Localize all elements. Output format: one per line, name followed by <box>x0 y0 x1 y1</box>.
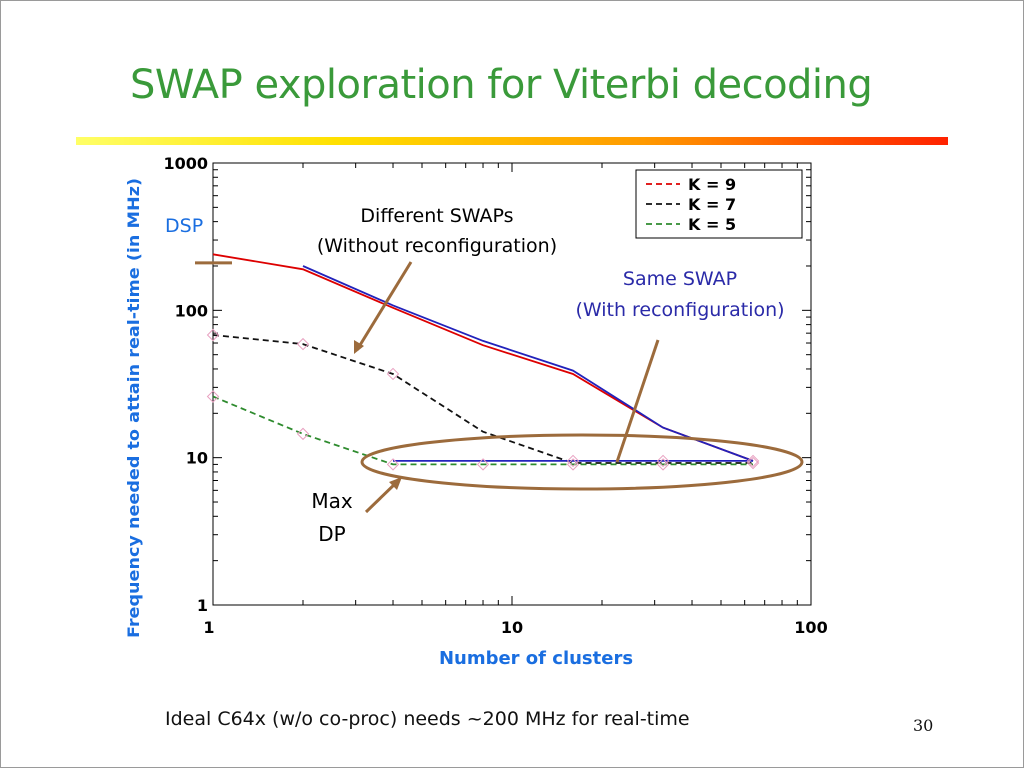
page-number: 30 <box>913 716 934 735</box>
series-lines <box>212 253 754 466</box>
different-swaps-label: Different SWAPs <box>360 205 513 227</box>
legend-label: K = 5 <box>688 215 736 234</box>
annotations: DSP Different SWAPs (Without reconfigurati… <box>165 205 804 546</box>
title-underline-bar <box>76 137 948 145</box>
y-axis-title: Frequency needed to attain real-time (in… <box>124 178 143 638</box>
legend-label: K = 9 <box>688 175 736 194</box>
same-swap-label: Same SWAP <box>623 268 737 290</box>
series-line-2 <box>212 334 753 464</box>
same-swap-sublabel: (With reconfiguration) <box>575 299 784 321</box>
dsp-label: DSP <box>165 215 203 237</box>
x-tick-label: 100 <box>794 618 827 637</box>
y-tick-label: 100 <box>175 301 208 320</box>
different-swaps-arrowhead <box>354 340 364 354</box>
max-dp-sublabel: DP <box>318 522 345 546</box>
data-marker <box>296 337 310 351</box>
data-marker <box>656 454 670 468</box>
legend: K = 9K = 7K = 5 <box>635 169 803 239</box>
different-swaps-arrow <box>355 261 413 351</box>
y-tick-label: 1000 <box>163 154 208 173</box>
data-marker <box>206 328 220 342</box>
data-marker <box>206 390 220 403</box>
axis-labels: 1 10 100 1 10 100 1000 Number of clusters Freque… <box>124 154 828 669</box>
data-marker <box>746 454 760 468</box>
series-line-3 <box>212 395 753 466</box>
data-marker <box>476 458 490 471</box>
y-tick-label: 10 <box>186 449 208 468</box>
series-line-4 <box>302 265 754 462</box>
legend-label: K = 7 <box>688 195 736 214</box>
data-marker <box>386 458 400 471</box>
max-dp-ellipse <box>360 433 804 491</box>
legend-box <box>635 169 803 239</box>
axis-ticks <box>212 163 811 606</box>
different-swaps-sublabel: (Without reconfiguration) <box>317 235 557 257</box>
data-marker <box>566 454 580 468</box>
data-markers <box>206 328 760 471</box>
x-axis-title: Number of clusters <box>439 648 633 669</box>
x-tick-label: 10 <box>501 618 523 637</box>
footer-note: Ideal C64x (w/o co-proc) needs ~200 MHz … <box>165 708 690 730</box>
max-dp-arrow <box>364 479 400 514</box>
data-marker <box>386 367 400 381</box>
data-marker <box>746 456 760 470</box>
same-swap-pointer <box>615 339 660 463</box>
y-tick-label: 1 <box>197 596 208 615</box>
data-marker <box>296 427 310 441</box>
max-dp-arrowhead <box>389 477 402 490</box>
max-dp-label: Max <box>311 489 353 513</box>
x-tick-label: 1 <box>203 618 214 637</box>
slide-title: SWAP exploration for Viterbi decoding <box>130 62 873 108</box>
